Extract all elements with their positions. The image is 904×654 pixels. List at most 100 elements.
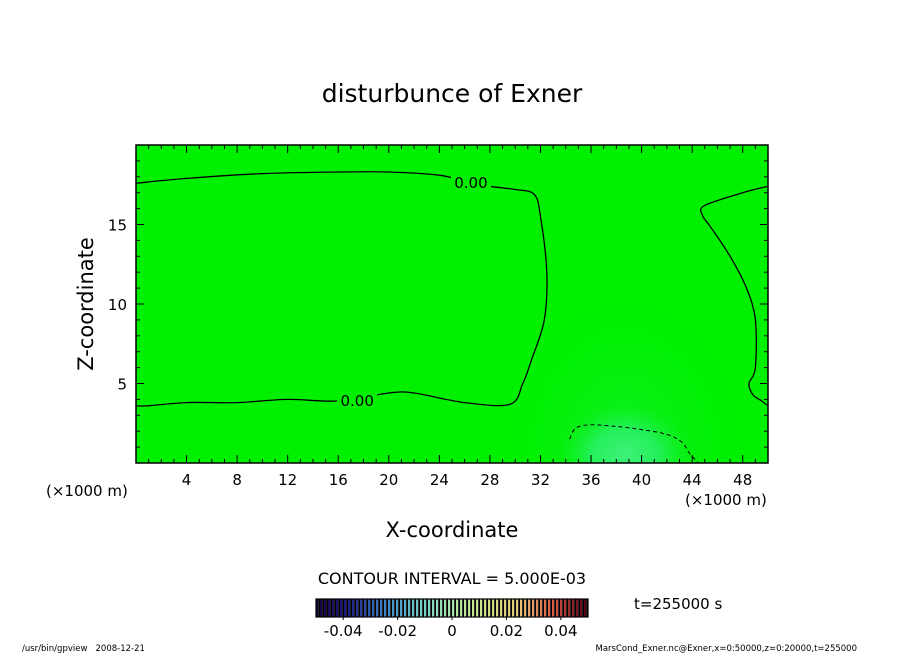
colorbar-gap: [530, 599, 532, 617]
contour-label-gap: [337, 390, 378, 409]
colorbar-stripe: [396, 599, 399, 617]
colorbar-stripe: [460, 599, 463, 617]
x-tick-label: 4: [182, 471, 192, 489]
colorbar-gap: [342, 599, 344, 617]
colorbar-tick-label: 0.02: [490, 622, 523, 640]
colorbar-gap: [354, 599, 356, 617]
colorbar-gap: [542, 599, 544, 617]
colorbar-gap: [570, 599, 572, 617]
y-axis-label: Z-coordinate: [74, 237, 98, 371]
colorbar-stripe: [448, 599, 451, 617]
x-unit-label-right: (×1000 m): [685, 491, 767, 509]
colorbar-gap: [438, 599, 440, 617]
colorbar-gap: [430, 599, 432, 617]
x-axis-label: X-coordinate: [386, 518, 519, 542]
x-tick-label: 24: [430, 471, 449, 489]
colorbar-gap: [410, 599, 412, 617]
colorbar-stripe: [480, 599, 483, 617]
contour-line-zero-0: [136, 171, 548, 407]
colorbar-gap: [466, 599, 468, 617]
colorbar-stripe: [512, 599, 515, 617]
colorbar-stripe: [388, 599, 391, 617]
colorbar-stripe: [500, 599, 503, 617]
colorbar-gap: [426, 599, 428, 617]
colorbar-stripe: [524, 599, 527, 617]
colorbar-stripe: [556, 599, 559, 617]
colorbar-gap: [558, 599, 560, 617]
colorbar-gap: [394, 599, 396, 617]
colorbar-gap: [578, 599, 580, 617]
colorbar-gap: [582, 599, 584, 617]
colorbar-stripe: [436, 599, 439, 617]
colorbar-stripe: [560, 599, 563, 617]
colorbar-stripe: [508, 599, 511, 617]
colorbar-gap: [458, 599, 460, 617]
x-tick-label: 20: [379, 471, 398, 489]
colorbar-gap: [546, 599, 548, 617]
colorbar-stripe: [392, 599, 395, 617]
colorbar-stripe: [336, 599, 339, 617]
colorbar-gap: [398, 599, 400, 617]
colorbar-gap: [366, 599, 368, 617]
y-tick-label: 10: [108, 296, 127, 314]
colorbar-gap: [370, 599, 372, 617]
colorbar-stripe: [488, 599, 491, 617]
field-light-region: [550, 395, 700, 463]
footer-left: /usr/bin/gpview 2008-12-21: [22, 644, 145, 654]
colorbar-gap: [490, 599, 492, 617]
colorbar-gap: [498, 599, 500, 617]
colorbar-stripe: [420, 599, 423, 617]
colorbar-stripe: [432, 599, 435, 617]
colorbar-stripe: [552, 599, 555, 617]
colorbar-gap: [470, 599, 472, 617]
colorbar-gap: [346, 599, 348, 617]
colorbar-stripe: [476, 599, 479, 617]
contour-label: 0.00: [454, 174, 487, 192]
colorbar-gap: [374, 599, 376, 617]
colorbar-stripe: [544, 599, 547, 617]
colorbar-gap: [362, 599, 364, 617]
colorbar-stripe: [428, 599, 431, 617]
chart-title: disturbunce of Exner: [322, 79, 583, 108]
colorbar-stripe: [528, 599, 531, 617]
colorbar-stripe: [536, 599, 539, 617]
colorbar-gap: [318, 599, 320, 617]
colorbar-stripe: [464, 599, 467, 617]
colorbar-gap: [478, 599, 480, 617]
colorbar-tick-label: 0.04: [544, 622, 577, 640]
colorbar-stripe: [412, 599, 415, 617]
contour-labels: 0.00 0.00: [337, 173, 491, 410]
colorbar-gap: [538, 599, 540, 617]
x-tick-label: 16: [329, 471, 348, 489]
colorbar-gap: [522, 599, 524, 617]
colorbar-gap: [402, 599, 404, 617]
colorbar-stripe: [356, 599, 359, 617]
colorbar-gap: [358, 599, 360, 617]
colorbar-gap: [382, 599, 384, 617]
colorbar-stripe: [580, 599, 583, 617]
colorbar-gap: [378, 599, 380, 617]
field-light-region-outer: [495, 285, 755, 463]
colorbar-stripe: [576, 599, 579, 617]
colorbar-gap: [554, 599, 556, 617]
colorbar-stripe: [344, 599, 347, 617]
colorbar-gap: [462, 599, 464, 617]
colorbar-stripe: [376, 599, 379, 617]
contour-lines: [136, 171, 768, 463]
colorbar-gap: [334, 599, 336, 617]
y-tick-label: 15: [108, 217, 127, 235]
colorbar-stripe: [484, 599, 487, 617]
colorbar-gap: [482, 599, 484, 617]
colorbar-stripe: [440, 599, 443, 617]
colorbar-stripe: [496, 599, 499, 617]
colorbar-stripe: [520, 599, 523, 617]
colorbar-gap: [454, 599, 456, 617]
colorbar-stripe: [516, 599, 519, 617]
colorbar-stripe: [416, 599, 419, 617]
colorbar-stripe: [316, 599, 319, 617]
colorbar-gap: [566, 599, 568, 617]
contour-label: 0.00: [340, 392, 373, 410]
colorbar-stripe: [400, 599, 403, 617]
colorbar-gap: [386, 599, 388, 617]
